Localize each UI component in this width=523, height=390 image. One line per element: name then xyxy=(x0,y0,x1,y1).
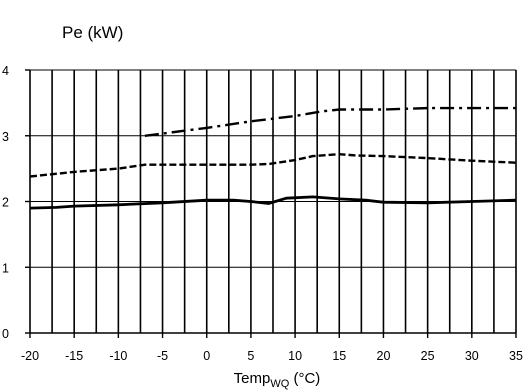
x-tick-label: 5 xyxy=(247,349,254,363)
x-axis-title: TempWQ (°C) xyxy=(234,370,321,390)
x-tick-label: 0 xyxy=(203,349,210,363)
x-tick-label: 20 xyxy=(377,349,391,363)
series-line-solid xyxy=(29,195,517,210)
y-tick-label: 3 xyxy=(2,130,9,144)
y-tick-label: 0 xyxy=(2,327,9,341)
x-tick-label: 15 xyxy=(332,349,346,363)
x-tick-label: 25 xyxy=(421,349,435,363)
y-tick-label: 4 xyxy=(2,64,9,78)
y-axis-title: Pe (kW) xyxy=(62,23,123,42)
y-tick-label: 2 xyxy=(2,196,9,210)
series-line-dashed xyxy=(29,153,517,178)
x-tick-label: -10 xyxy=(109,349,127,363)
series-line-dash-dot xyxy=(144,106,516,137)
x-tick-label: -20 xyxy=(21,349,39,363)
axes xyxy=(25,69,517,338)
tick-labels: -20 -15 -10 -5 0 5 10 15 20 25 30 35 0 1 2 3 4 xyxy=(2,64,523,363)
y-tick-label: 1 xyxy=(2,261,9,275)
series-layer xyxy=(29,106,517,210)
x-tick-label: 10 xyxy=(288,349,302,363)
x-tick-label: 30 xyxy=(465,349,479,363)
x-tick-label: 35 xyxy=(509,349,523,363)
x-tick-label: -15 xyxy=(65,349,83,363)
x-tick-label: -5 xyxy=(157,349,168,363)
